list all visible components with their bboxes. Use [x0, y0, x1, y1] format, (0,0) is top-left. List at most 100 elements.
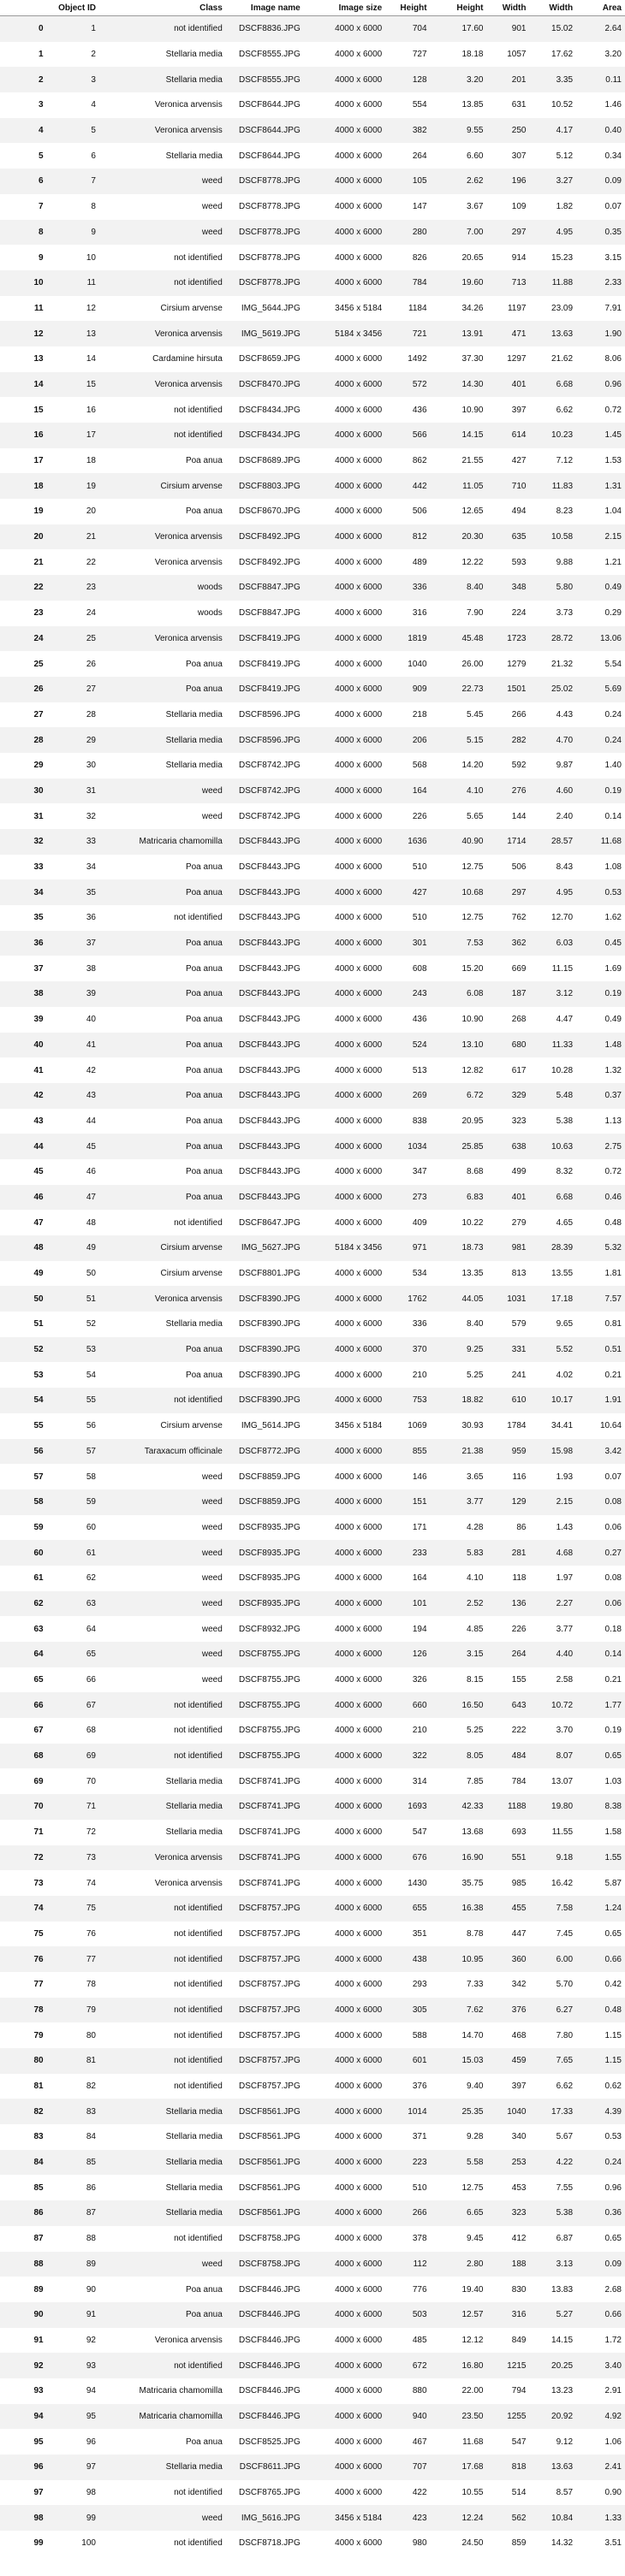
width-px-cell: 331: [486, 1336, 530, 1363]
width-px-cell: 250: [486, 117, 530, 144]
table-row: 58 59 weed DSCF8859.JPG 4000 x 6000 151 3.77 12…: [0, 1489, 625, 1515]
class-cell: Veronica arvensis: [98, 524, 226, 550]
width-cm-cell: 7.55: [529, 2175, 577, 2201]
object-id-cell: 34: [46, 854, 99, 880]
object-id-cell: 40: [46, 1006, 99, 1033]
object-id-cell: 73: [46, 1845, 99, 1871]
width-cm-cell: 10.17: [529, 1388, 577, 1413]
width-px-cell: 279: [486, 1210, 530, 1235]
row-index: 11: [0, 295, 47, 322]
area-cell: 0.81: [576, 1312, 625, 1337]
height-px-cell: 467: [385, 2429, 431, 2455]
height-cm-cell: 9.40: [430, 2073, 487, 2099]
object-id-cell: 18: [46, 447, 99, 474]
table-row: 71 72 Stellaria media DSCF8741.JPG 4000 x 60…: [0, 1819, 625, 1845]
height-cm-cell: 13.85: [430, 92, 487, 118]
table-row: 78 79 not identified DSCF8757.JPG 4000 x 600…: [0, 1997, 625, 2023]
class-cell: not identified: [98, 1946, 226, 1972]
class-cell: weed: [98, 169, 226, 194]
object-id-cell: 67: [46, 1692, 99, 1719]
row-index: 72: [0, 1845, 47, 1871]
class-cell: not identified: [98, 245, 226, 270]
height-px-cell: 655: [385, 1895, 431, 1922]
image-size-cell: 4000 x 6000: [303, 1312, 386, 1337]
width-cm-cell: 8.32: [529, 1158, 577, 1185]
area-cell: 0.34: [576, 143, 625, 169]
width-px-cell: 713: [486, 269, 530, 296]
area-cell: 0.72: [576, 397, 625, 423]
table-row: 29 30 Stellaria media DSCF8742.JPG 4000 x 60…: [0, 752, 625, 779]
image-size-cell: 4000 x 6000: [303, 1590, 386, 1617]
class-cell: Matricaria chamomilla: [98, 2378, 226, 2404]
image-name-cell: IMG_5627.JPG: [225, 1235, 304, 1261]
row-index: 10: [0, 269, 47, 296]
image-size-cell: 4000 x 6000: [303, 92, 386, 118]
area-cell: 1.15: [576, 2022, 625, 2048]
image-size-cell: 4000 x 6000: [303, 803, 386, 829]
image-name-cell: DSCF8446.JPG: [225, 2327, 304, 2354]
width-cm-cell: 13.63: [529, 321, 577, 346]
table-row: 54 55 not identified DSCF8390.JPG 4000 x 600…: [0, 1388, 625, 1413]
row-index: 37: [0, 956, 47, 982]
row-index: 21: [0, 549, 47, 576]
image-name-cell: DSCF8434.JPG: [225, 423, 304, 448]
object-id-cell: 45: [46, 1134, 99, 1159]
width-px-cell: 187: [486, 981, 530, 1007]
width-px-cell: 397: [486, 397, 530, 423]
width-cm-cell: 14.32: [529, 2531, 577, 2556]
width-px-cell: 901: [486, 15, 530, 42]
height-px-cell: 305: [385, 1997, 431, 2023]
class-cell: Poa anua: [98, 879, 226, 906]
height-px-cell: 568: [385, 752, 431, 779]
table-row: 57 58 weed DSCF8859.JPG 4000 x 6000 146 3.65 11…: [0, 1464, 625, 1489]
col-header-image-size: Image size: [303, 0, 386, 16]
row-index: 0: [0, 15, 47, 42]
row-index: 65: [0, 1667, 47, 1693]
height-cm-cell: 7.00: [430, 219, 487, 246]
width-px-cell: 397: [486, 2073, 530, 2099]
object-id-cell: 80: [46, 2022, 99, 2048]
object-id-cell: 77: [46, 1946, 99, 1972]
width-px-cell: 276: [486, 778, 530, 804]
class-cell: weed: [98, 1590, 226, 1617]
width-px-cell: 1057: [486, 41, 530, 68]
class-cell: Veronica arvensis: [98, 321, 226, 346]
image-size-cell: 4000 x 6000: [303, 2353, 386, 2378]
row-index: 49: [0, 1260, 47, 1287]
width-cm-cell: 13.63: [529, 2455, 577, 2480]
height-cm-cell: 17.68: [430, 2455, 487, 2480]
image-size-cell: 4000 x 6000: [303, 651, 386, 677]
table-row: 20 21 Veronica arvensis DSCF8492.JPG 4000 x …: [0, 524, 625, 550]
object-id-cell: 78: [46, 1971, 99, 1998]
height-px-cell: 753: [385, 1388, 431, 1413]
image-size-cell: 4000 x 6000: [303, 1464, 386, 1489]
width-cm-cell: 10.72: [529, 1692, 577, 1719]
class-cell: not identified: [98, 1388, 226, 1413]
object-id-cell: 74: [46, 1870, 99, 1896]
image-name-cell: DSCF8778.JPG: [225, 269, 304, 296]
width-cm-cell: 8.23: [529, 499, 577, 524]
width-px-cell: 914: [486, 245, 530, 270]
object-id-cell: 56: [46, 1412, 99, 1439]
height-px-cell: 485: [385, 2327, 431, 2354]
table-row: 50 51 Veronica arvensis DSCF8390.JPG 4000 x …: [0, 1286, 625, 1312]
width-px-cell: 226: [486, 1616, 530, 1642]
width-px-cell: 323: [486, 1108, 530, 1134]
area-cell: 1.33: [576, 2505, 625, 2532]
height-cm-cell: 2.52: [430, 1590, 487, 1617]
width-cm-cell: 11.15: [529, 956, 577, 982]
class-cell: Stellaria media: [98, 67, 226, 93]
object-id-cell: 15: [46, 371, 99, 398]
image-name-cell: DSCF8778.JPG: [225, 219, 304, 246]
class-cell: Poa anua: [98, 1108, 226, 1134]
object-id-cell: 75: [46, 1895, 99, 1922]
object-id-cell: 1: [46, 15, 99, 42]
width-cm-cell: 2.27: [529, 1590, 577, 1617]
table-row: 69 70 Stellaria media DSCF8741.JPG 4000 x 60…: [0, 1768, 625, 1795]
width-px-cell: 118: [486, 1565, 530, 1591]
height-px-cell: 707: [385, 2455, 431, 2480]
width-cm-cell: 4.22: [529, 2149, 577, 2176]
table-row: 42 43 Poa anua DSCF8443.JPG 4000 x 6000 269 6.…: [0, 1082, 625, 1109]
width-cm-cell: 6.00: [529, 1946, 577, 1972]
height-px-cell: 126: [385, 1642, 431, 1667]
